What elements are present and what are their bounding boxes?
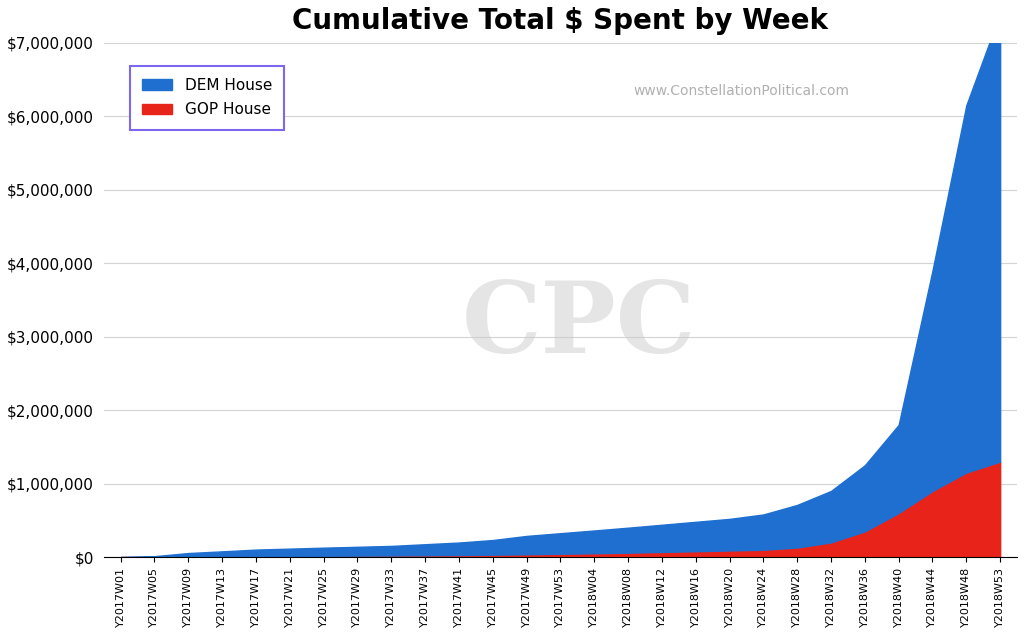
- Title: Cumulative Total $ Spent by Week: Cumulative Total $ Spent by Week: [293, 7, 828, 35]
- Legend: DEM House, GOP House: DEM House, GOP House: [130, 66, 285, 129]
- Text: CPC: CPC: [462, 277, 696, 374]
- Text: www.ConstellationPolitical.com: www.ConstellationPolitical.com: [634, 84, 850, 98]
